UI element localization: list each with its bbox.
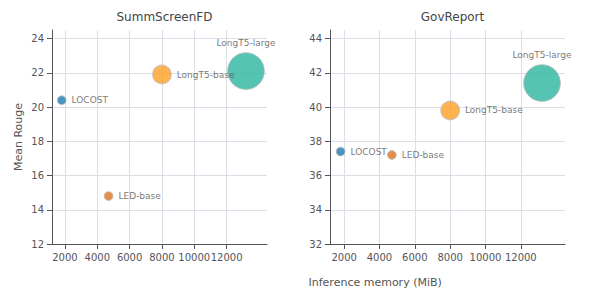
svg-text:34: 34 bbox=[309, 204, 322, 215]
svg-text:38: 38 bbox=[309, 136, 322, 147]
svg-text:20: 20 bbox=[31, 102, 44, 113]
svg-text:24: 24 bbox=[31, 33, 44, 44]
svg-text:16: 16 bbox=[31, 170, 44, 181]
svg-text:44: 44 bbox=[309, 33, 322, 44]
svg-text:32: 32 bbox=[309, 239, 322, 250]
svg-text:8000: 8000 bbox=[437, 252, 462, 263]
svg-text:22: 22 bbox=[31, 67, 44, 78]
svg-text:GovReport: GovReport bbox=[421, 10, 485, 24]
svg-text:18: 18 bbox=[31, 136, 44, 147]
svg-text:12000: 12000 bbox=[505, 252, 537, 263]
svg-text:40: 40 bbox=[309, 102, 322, 113]
svg-text:12: 12 bbox=[31, 239, 44, 250]
svg-text:10000: 10000 bbox=[470, 252, 502, 263]
svg-text:LongT5-base: LongT5-base bbox=[465, 105, 523, 115]
svg-text:8000: 8000 bbox=[149, 252, 174, 263]
svg-text:Mean Rouge: Mean Rouge bbox=[12, 103, 25, 171]
svg-text:LED-base: LED-base bbox=[118, 191, 161, 201]
svg-text:6000: 6000 bbox=[402, 252, 427, 263]
svg-text:LED-base: LED-base bbox=[402, 150, 445, 160]
svg-text:LOCOST: LOCOST bbox=[72, 95, 109, 105]
svg-text:SummScreenFD: SummScreenFD bbox=[117, 10, 213, 24]
svg-text:36: 36 bbox=[309, 170, 322, 181]
svg-text:Inference memory (MiB): Inference memory (MiB) bbox=[308, 276, 441, 289]
svg-text:6000: 6000 bbox=[117, 252, 142, 263]
svg-text:LongT5-large: LongT5-large bbox=[216, 38, 276, 48]
svg-text:4000: 4000 bbox=[85, 252, 110, 263]
svg-text:LOCOST: LOCOST bbox=[350, 147, 387, 157]
svg-text:2000: 2000 bbox=[52, 252, 77, 263]
svg-text:10000: 10000 bbox=[178, 252, 210, 263]
svg-text:LongT5-large: LongT5-large bbox=[512, 50, 572, 60]
svg-text:42: 42 bbox=[309, 67, 322, 78]
svg-text:4000: 4000 bbox=[367, 252, 392, 263]
svg-text:LongT5-base: LongT5-base bbox=[177, 70, 235, 80]
svg-text:2000: 2000 bbox=[331, 252, 356, 263]
svg-text:12000: 12000 bbox=[211, 252, 243, 263]
svg-text:14: 14 bbox=[31, 204, 44, 215]
